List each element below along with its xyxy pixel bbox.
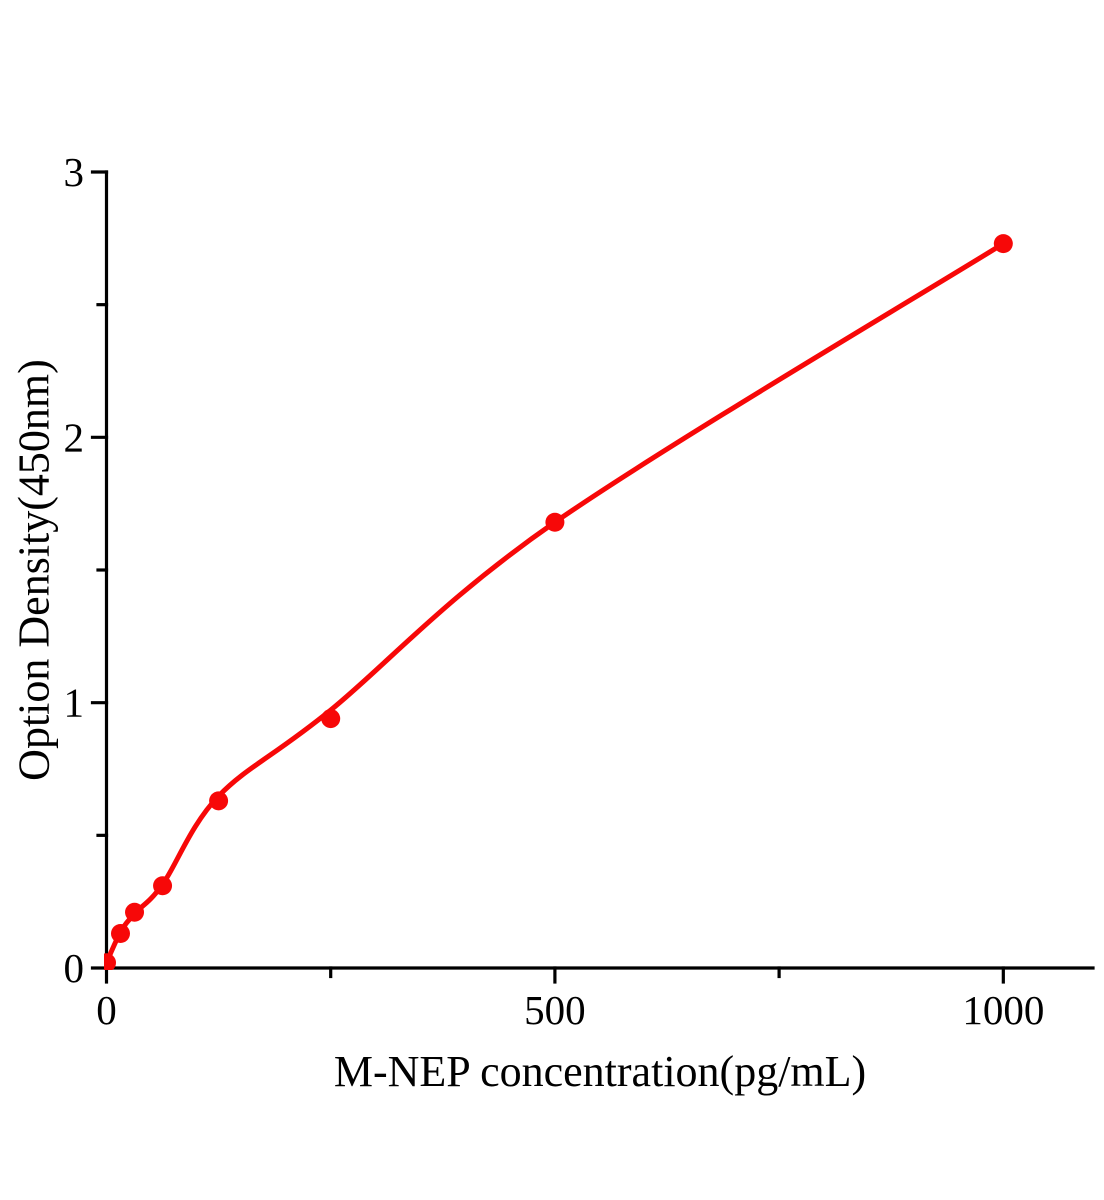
x-tick-label: 500 [524, 987, 586, 1033]
data-point [153, 876, 173, 896]
data-point [104, 953, 116, 970]
y-tick-label: 0 [64, 945, 85, 991]
data-point [209, 791, 229, 811]
y-axis-title: Option Density(450nm) [9, 359, 59, 781]
standard-curve-series [104, 234, 1013, 970]
fitted-curve [104, 241, 1006, 966]
data-point [321, 709, 341, 729]
data-point [125, 902, 145, 922]
x-tick-label: 1000 [962, 987, 1044, 1033]
x-tick-label: 0 [96, 987, 117, 1033]
y-tick-label: 2 [64, 414, 85, 460]
data-point [993, 234, 1013, 254]
axis-tick-labels: 0 500 1000 0 1 2 3 [64, 149, 1045, 1033]
y-tick-label: 3 [64, 149, 85, 195]
data-point [545, 512, 565, 532]
axis-ticks [90, 170, 1005, 984]
y-tick-label: 1 [64, 680, 85, 726]
axes [104, 170, 1095, 970]
data-point [110, 924, 130, 944]
x-axis-title: M-NEP concentration(pg/mL) [333, 1047, 867, 1096]
